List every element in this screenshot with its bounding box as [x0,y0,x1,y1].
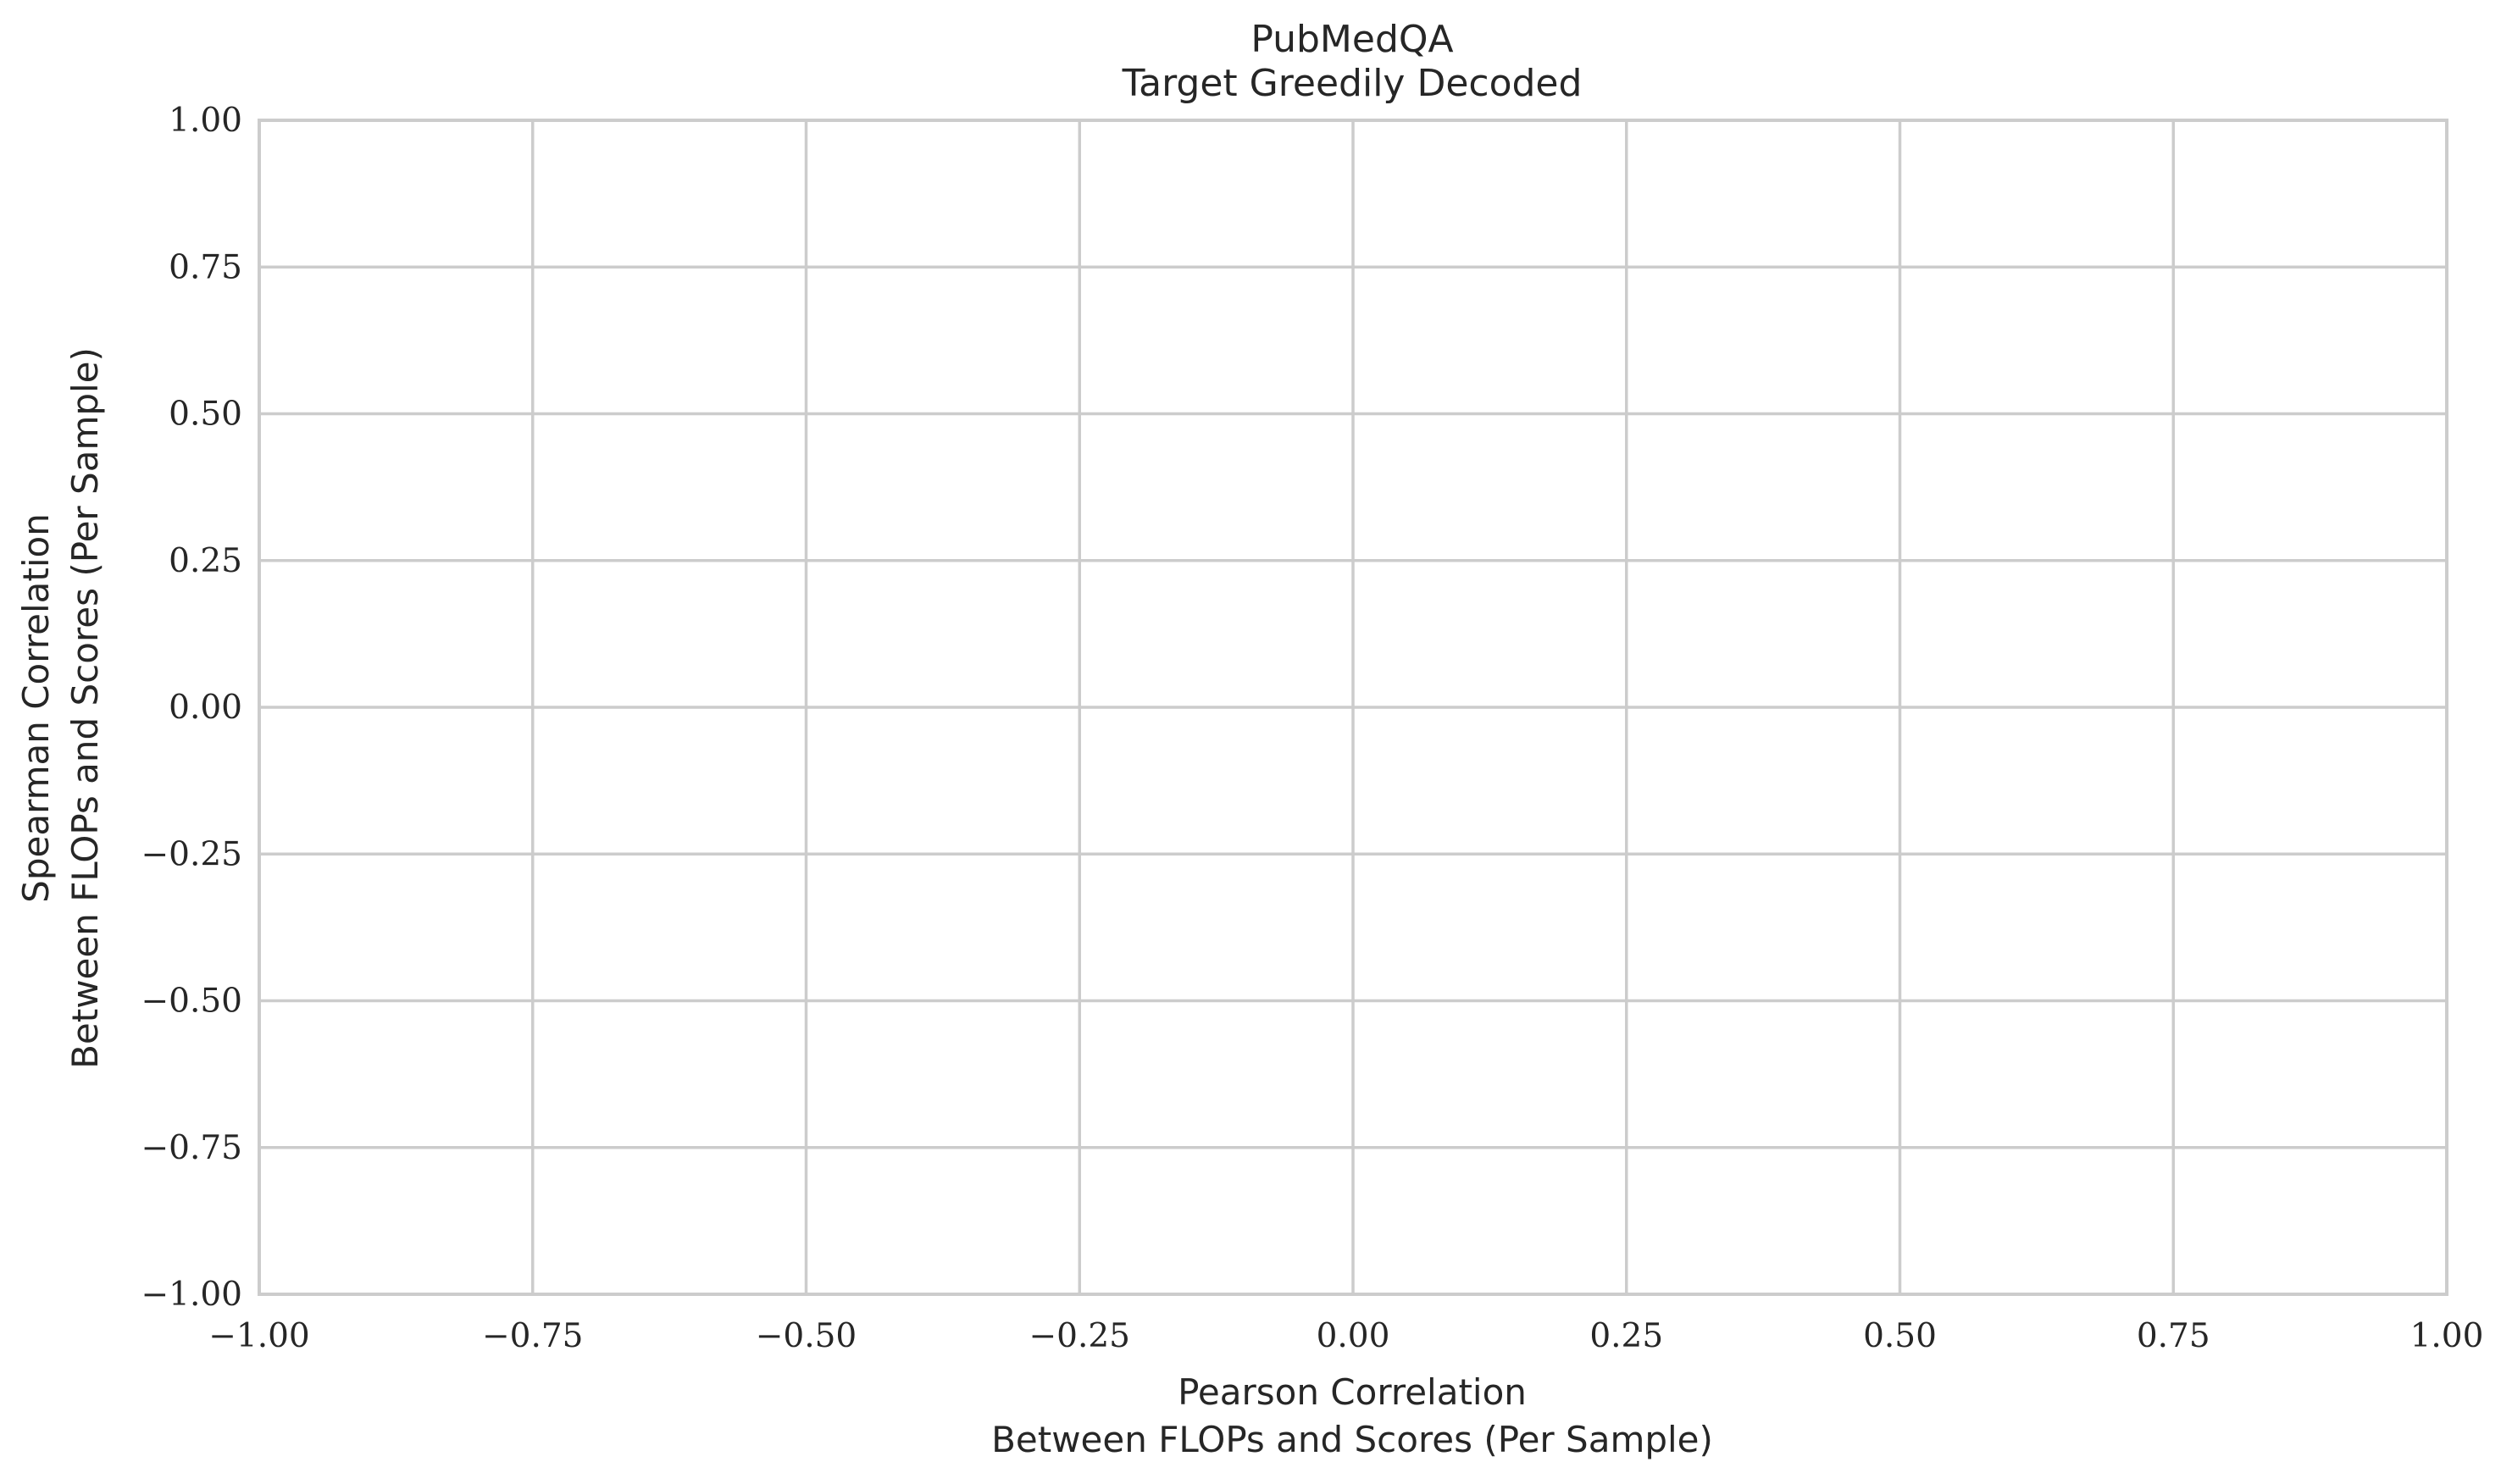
x-tick-label: −1.00 [208,1317,310,1355]
x-tick-label: 1.00 [2410,1317,2484,1355]
y-axis-label-line2: Between FLOPs and Scores (Per Sample) [64,347,106,1069]
y-tick-label: −0.50 [141,983,242,1021]
x-axis-label-line1: Pearson Correlation [1178,1371,1527,1413]
chart-subtitle: Target Greedily Decoded [1122,62,1583,105]
y-axis-label-line1: Spearman Correlation [15,513,57,903]
x-tick-labels: −1.00 −0.75 −0.50 −0.25 0.00 0.25 0.50 0.75 1.00 [208,1317,2483,1355]
y-tick-label: −1.00 [141,1276,242,1314]
chart-title: PubMedQA [1250,18,1453,61]
x-tick-label: 0.00 [1317,1317,1390,1355]
y-tick-label: 0.75 [169,248,242,286]
x-tick-label: −0.25 [1029,1317,1130,1355]
x-axis-label-line2: Between FLOPs and Scores (Per Sample) [991,1419,1713,1460]
y-tick-label: 1.00 [169,102,242,140]
grid-lines [258,119,2448,1296]
y-tick-label: 0.50 [169,396,242,434]
x-tick-label: −0.50 [756,1317,857,1355]
x-tick-label: −0.75 [482,1317,584,1355]
x-tick-label: 0.75 [2137,1317,2210,1355]
y-tick-label: 0.00 [169,689,242,727]
x-tick-label: 0.50 [1863,1317,1937,1355]
y-tick-label: 0.25 [169,542,242,580]
x-tick-label: 0.25 [1589,1317,1663,1355]
y-tick-label: −0.25 [141,835,242,873]
plot-frame [258,119,2448,1296]
y-tick-labels: −1.00 −0.75 −0.50 −0.25 0.00 0.25 0.50 0.75 1.00 [141,102,242,1314]
y-tick-label: −0.75 [141,1129,242,1167]
